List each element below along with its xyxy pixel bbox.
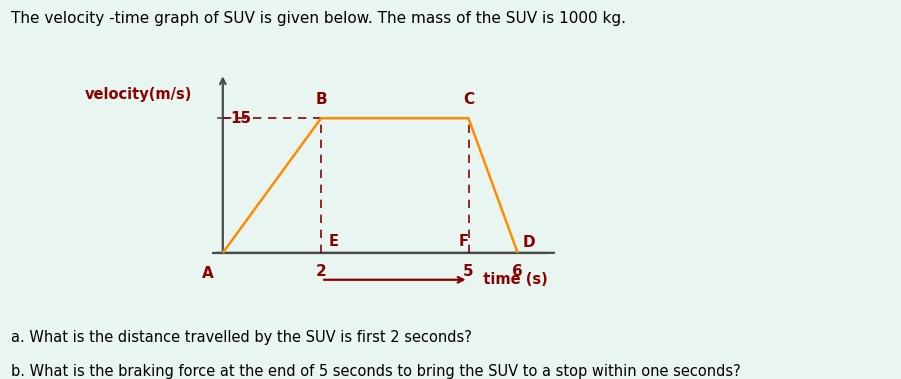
Text: velocity(m/s): velocity(m/s) bbox=[86, 87, 193, 102]
Text: E: E bbox=[329, 234, 339, 249]
Text: 5: 5 bbox=[463, 264, 474, 279]
Text: a. What is the distance travelled by the SUV is first 2 seconds?: a. What is the distance travelled by the… bbox=[11, 330, 472, 345]
Text: 6: 6 bbox=[513, 264, 523, 279]
Text: F: F bbox=[459, 234, 469, 249]
Text: b. What is the braking force at the end of 5 seconds to bring the SUV to a stop : b. What is the braking force at the end … bbox=[11, 364, 741, 379]
Text: B: B bbox=[315, 92, 327, 108]
Text: The velocity -time graph of SUV is given below. The mass of the SUV is 1000 kg.: The velocity -time graph of SUV is given… bbox=[11, 11, 626, 27]
Text: 15: 15 bbox=[230, 111, 251, 126]
Text: C: C bbox=[463, 92, 474, 108]
Text: time (s): time (s) bbox=[473, 272, 548, 287]
Text: D: D bbox=[523, 235, 535, 250]
Text: 2: 2 bbox=[315, 264, 326, 279]
Text: A: A bbox=[202, 266, 214, 281]
